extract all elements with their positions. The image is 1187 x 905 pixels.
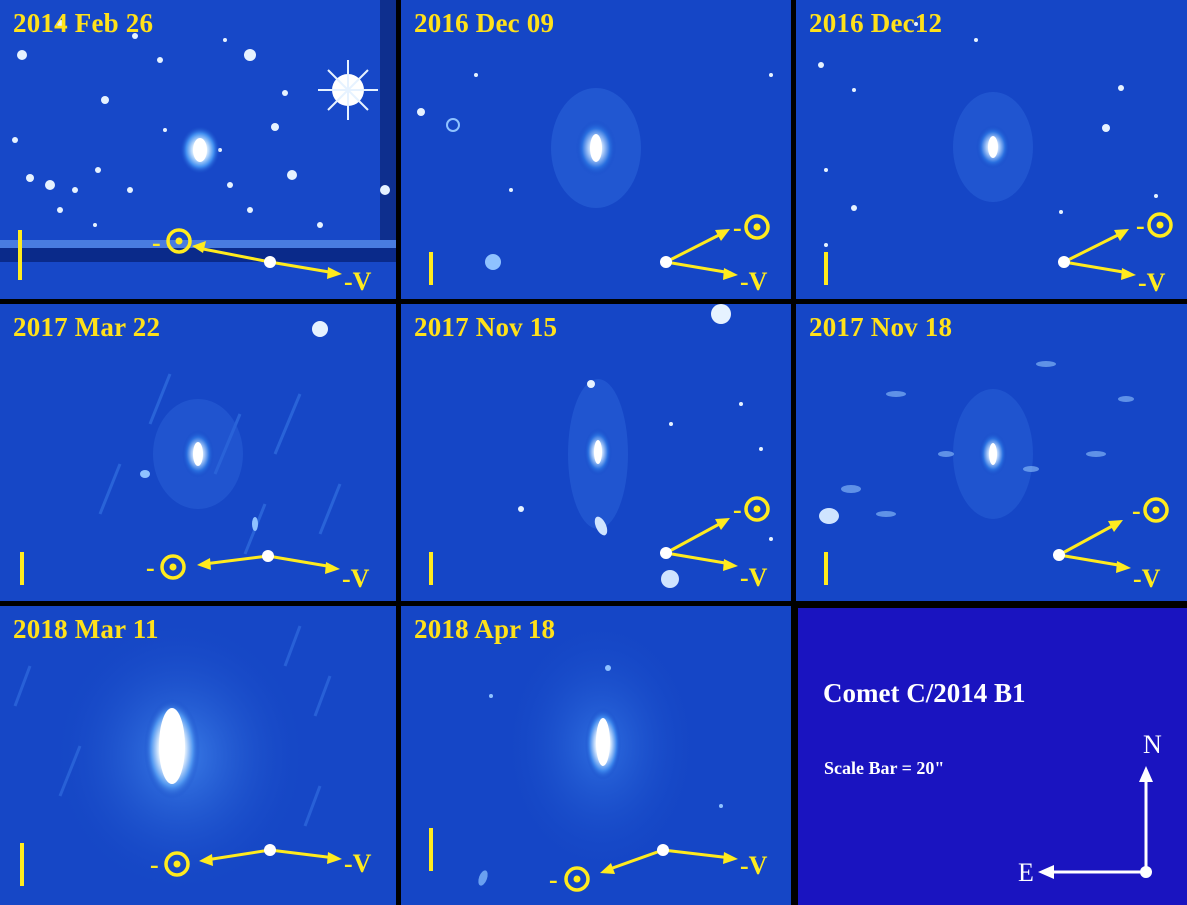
panel-2017-nov-18: 2017 Nov 18 - -V	[796, 304, 1187, 601]
observation-date: 2017 Nov 15	[414, 312, 558, 342]
comet-position-dot	[264, 256, 276, 268]
observation-date: 2017 Nov 18	[809, 312, 953, 342]
panel-2018-mar-11: 2018 Mar 11 - -V	[0, 606, 396, 905]
observation-date: 2018 Mar 11	[13, 614, 159, 644]
sky-image	[401, 304, 791, 601]
velocity-arrow	[662, 848, 732, 860]
direction-indicators: - -V	[20, 843, 372, 886]
observation-date: 2016 Dec12	[809, 8, 943, 38]
comet-position-dot	[1058, 256, 1070, 268]
sun-label: -	[733, 213, 742, 242]
north-label: N	[1143, 730, 1162, 759]
sun-label: -	[549, 865, 558, 894]
east-label: E	[1018, 858, 1034, 887]
velocity-label: -V	[740, 267, 768, 296]
direction-indicators: - -V	[20, 550, 370, 593]
panel-2016-dec-12: 2016 Dec12 - -V	[796, 0, 1187, 299]
scale-bar-caption: Scale Bar = 20"	[824, 758, 945, 778]
compass-origin-dot	[1140, 866, 1152, 878]
panel-2014-feb-26: 2014 Feb 26 - -V	[0, 0, 396, 299]
comet-position-dot	[1053, 549, 1065, 561]
sun-direction-arrow	[1063, 231, 1123, 264]
sun-symbol-icon	[1147, 212, 1173, 238]
sky-image	[401, 0, 791, 299]
sky-image	[0, 304, 396, 601]
sun-label: -	[150, 850, 159, 879]
sun-label: -	[1132, 496, 1141, 525]
sun-direction-arrow	[203, 554, 269, 566]
velocity-arrow	[665, 260, 732, 275]
direction-indicators: - -V	[824, 211, 1173, 297]
sun-symbol-icon	[166, 228, 192, 254]
sun-symbol-icon	[744, 496, 770, 522]
observation-date: 2016 Dec 09	[414, 8, 555, 38]
sky-image	[796, 0, 1187, 299]
sky-image	[796, 304, 1187, 601]
velocity-arrow	[665, 551, 732, 566]
compass-rose	[1038, 766, 1153, 879]
sun-direction-arrow	[665, 520, 724, 555]
velocity-arrow	[267, 554, 334, 569]
sun-direction-arrow	[1058, 522, 1117, 557]
direction-indicators: - -V	[429, 213, 770, 296]
sun-symbol-icon	[1143, 497, 1169, 523]
comet-position-dot	[657, 844, 669, 856]
velocity-label: -V	[1133, 564, 1161, 593]
panel-2018-apr-18: 2018 Apr 18 - -V	[401, 606, 791, 905]
direction-indicators: - -V	[824, 496, 1169, 593]
observation-date: 2014 Feb 26	[13, 8, 154, 38]
sun-symbol-icon	[164, 851, 190, 877]
observation-date: 2018 Apr 18	[414, 614, 556, 644]
velocity-arrow	[1063, 260, 1130, 275]
velocity-arrow	[269, 260, 336, 275]
sun-symbol-icon	[564, 866, 590, 892]
direction-indicators: - -V	[429, 495, 770, 592]
panel-2017-nov-15: 2017 Nov 15 - -V	[401, 304, 791, 601]
comet-position-dot	[660, 547, 672, 559]
sun-direction-arrow	[665, 231, 724, 264]
sun-label: -	[152, 228, 161, 257]
sun-symbol-icon	[744, 214, 770, 240]
comet-position-dot	[660, 256, 672, 268]
sun-direction-arrow	[205, 848, 271, 862]
velocity-label: -V	[740, 851, 768, 880]
sun-symbol-icon	[160, 554, 186, 580]
panel-2017-mar-22: 2017 Mar 22 - -V	[0, 304, 396, 601]
velocity-label: -V	[344, 267, 372, 296]
velocity-label: -V	[344, 849, 372, 878]
direction-indicators: - -V	[18, 228, 372, 296]
observation-date: 2017 Mar 22	[13, 312, 161, 342]
sun-label: -	[733, 495, 742, 524]
comet-name: Comet C/2014 B1	[823, 678, 1026, 708]
velocity-label: -V	[1138, 268, 1166, 297]
sun-direction-arrow	[197, 246, 271, 264]
panel-2016-dec-09: 2016 Dec 09 - -V	[401, 0, 791, 299]
velocity-arrow	[1058, 553, 1125, 568]
sky-image	[0, 606, 396, 905]
velocity-arrow	[269, 848, 336, 860]
velocity-label: -V	[342, 564, 370, 593]
info-panel: Comet C/2014 B1 Scale Bar = 20" N E	[798, 608, 1187, 905]
direction-indicators: - -V	[429, 828, 768, 894]
comet-position-dot	[264, 844, 276, 856]
sun-direction-arrow	[606, 848, 664, 872]
sun-label: -	[146, 553, 155, 582]
comet-position-dot	[262, 550, 274, 562]
sun-label: -	[1136, 211, 1145, 240]
velocity-label: -V	[740, 563, 768, 592]
